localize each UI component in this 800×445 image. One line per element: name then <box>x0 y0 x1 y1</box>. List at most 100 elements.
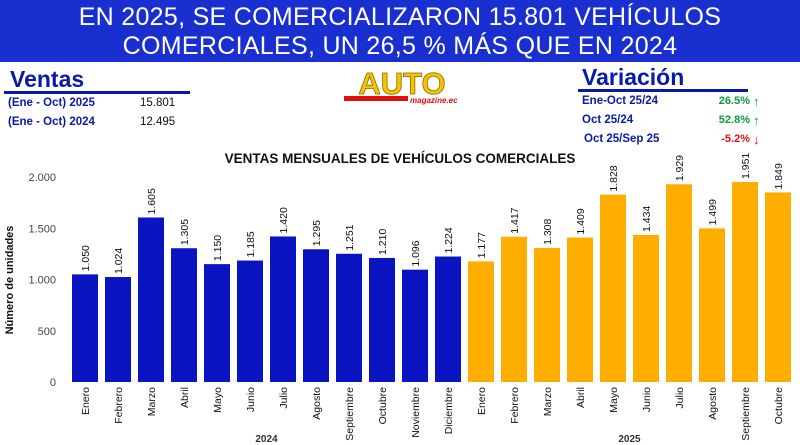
bar-2024-octubre <box>369 257 395 382</box>
data-label: 1.050 <box>80 245 92 271</box>
bar-2025-enero <box>468 261 494 382</box>
data-label: 1.434 <box>641 206 653 232</box>
data-label: 1.849 <box>773 163 785 189</box>
x-tick-label: Septiembre <box>740 387 752 441</box>
ventas-title: Ventas <box>10 66 85 92</box>
x-tick-label: Agosto <box>311 387 323 420</box>
x-tick-label: Abril <box>575 387 587 408</box>
data-label: 1.305 <box>179 219 191 245</box>
data-label: 1.224 <box>443 227 455 253</box>
ventas-value-2025: 15.801 <box>140 97 176 109</box>
bar-2025-marzo <box>534 247 560 382</box>
y-tick-label: 1.000 <box>28 275 56 287</box>
bar-2024-abril <box>171 248 197 382</box>
x-tick-label: Julio <box>278 387 290 409</box>
x-tick-label: Mayo <box>212 387 224 413</box>
headline-banner: EN 2025, SE COMERCIALIZARON 15.801 VEHÍC… <box>0 0 800 62</box>
data-label: 1.295 <box>311 220 323 246</box>
automagazine-logo: AUTO magazine.ec <box>344 66 458 105</box>
x-tick-label: Enero <box>476 387 488 415</box>
x-tick-label: Julio <box>674 387 686 409</box>
x-tick-label: Agosto <box>707 387 719 420</box>
variacion-value: 52.8% <box>718 114 750 126</box>
x-tick-label: Septiembre <box>344 387 356 441</box>
data-label: 1.409 <box>575 208 587 234</box>
x-tick-label: Marzo <box>146 387 158 416</box>
data-label: 1.499 <box>707 199 719 225</box>
x-tick-label: Febrero <box>509 387 521 424</box>
x-tick-label: Enero <box>80 387 92 415</box>
y-tick-label: 2.000 <box>28 172 56 184</box>
bar-2025-agosto <box>699 228 725 382</box>
bar-2025-octubre <box>765 192 791 382</box>
headline-line-2: COMERCIALES, UN 26,5 % MÁS QUE EN 2024 <box>122 32 678 60</box>
y-tick-label: 500 <box>38 326 56 338</box>
bar-2024-agosto <box>303 249 329 382</box>
variacion-title: Variación <box>582 64 685 90</box>
data-label: 1.308 <box>542 218 554 244</box>
bar-2025-febrero <box>501 236 527 382</box>
bar-2024-enero <box>72 274 98 382</box>
data-label: 1.185 <box>245 231 257 257</box>
arrow-down-icon: ↓ <box>753 132 760 147</box>
logo-red-bar <box>344 96 408 101</box>
x-tick-label: Marzo <box>542 387 554 416</box>
data-label: 1.951 <box>740 153 752 179</box>
x-tick-label: Octubre <box>773 387 785 425</box>
variacion-label: Oct 25/24 <box>582 114 634 126</box>
bar-2025-abril <box>567 237 593 382</box>
variacion-label: Oct 25/Sep 25 <box>584 133 660 145</box>
bar-2025-septiembre <box>732 182 758 382</box>
data-label: 1.828 <box>608 165 620 191</box>
ventas-label-2024: (Ene - Oct) 2024 <box>8 116 95 128</box>
variacion-value: -5.2% <box>721 133 750 145</box>
bar-2025-julio <box>666 184 692 382</box>
logo-subtext: magazine.ec <box>410 96 458 105</box>
bar-2024-diciembre <box>435 256 461 382</box>
variacion-value: 26.5% <box>718 95 750 107</box>
x-tick-label: Diciembre <box>443 387 455 434</box>
arrow-up-icon: ↑ <box>753 113 760 128</box>
bar-2025-mayo <box>600 194 626 382</box>
ventas-value-2024: 12.495 <box>140 116 176 128</box>
variacion-label: Ene-Oct 25/24 <box>582 95 659 107</box>
bar-2024-febrero <box>105 277 131 382</box>
x-tick-label: Febrero <box>113 387 125 424</box>
x-tick-label: Mayo <box>608 387 620 413</box>
data-label: 1.096 <box>410 240 422 266</box>
ventas-label-2025: (Ene - Oct) 2025 <box>8 97 95 109</box>
x-tick-label: Junio <box>641 387 653 412</box>
bar-2024-septiembre <box>336 253 362 382</box>
data-label: 1.420 <box>278 207 290 233</box>
x-tick-label: Junio <box>245 387 257 412</box>
chart-title: VENTAS MENSUALES DE VEHÍCULOS COMERCIALE… <box>225 151 576 166</box>
bar-2024-mayo <box>204 264 230 382</box>
bar-2024-junio <box>237 260 263 382</box>
y-tick-label: 1.500 <box>28 223 56 235</box>
data-label: 1.417 <box>509 207 521 233</box>
data-label: 1.024 <box>113 248 125 274</box>
data-label: 1.251 <box>344 224 356 250</box>
ventas-underline <box>4 91 190 94</box>
bar-2024-marzo <box>138 217 164 382</box>
data-label: 1.150 <box>212 235 224 261</box>
data-label: 1.177 <box>476 232 488 258</box>
data-label: 1.605 <box>146 188 158 214</box>
y-tick-label: 0 <box>50 377 56 389</box>
data-label: 1.210 <box>377 229 389 255</box>
headline-line-1: EN 2025, SE COMERCIALIZARON 15.801 VEHÍC… <box>78 3 722 31</box>
variacion-underline <box>578 89 748 92</box>
year-label-2024: 2024 <box>255 434 278 445</box>
year-label-2025: 2025 <box>618 434 641 445</box>
data-label: 1.929 <box>674 155 686 181</box>
y-axis-label: Número de unidades <box>4 226 16 335</box>
arrow-up-icon: ↑ <box>753 94 760 109</box>
logo-text: AUTO <box>358 66 445 101</box>
bar-2024-noviembre <box>402 269 428 382</box>
x-tick-label: Abril <box>179 387 191 408</box>
x-tick-label: Octubre <box>377 387 389 425</box>
bar-2024-julio <box>270 236 296 382</box>
bar-2025-junio <box>633 235 659 382</box>
x-tick-label: Noviembre <box>410 387 422 438</box>
